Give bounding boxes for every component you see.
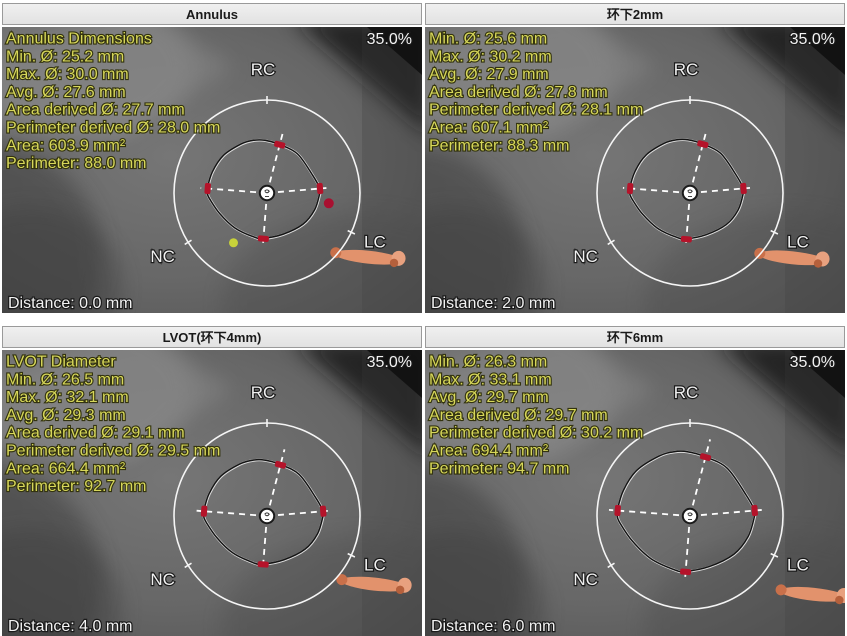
svg-text:Avg. Ø: 27.6 mm: Avg. Ø: 27.6 mm (6, 84, 126, 101)
svg-text:Distance: 6.0 mm: Distance: 6.0 mm (431, 618, 555, 635)
svg-text:Area derived Ø: 27.8 mm: Area derived Ø: 27.8 mm (429, 84, 608, 101)
svg-text:Perimeter derived Ø: 28.1 mm: Perimeter derived Ø: 28.1 mm (429, 102, 643, 119)
svg-text:Perimeter derived Ø: 30.2 mm: Perimeter derived Ø: 30.2 mm (429, 425, 643, 442)
svg-text:Max. Ø: 30.2 mm: Max. Ø: 30.2 mm (429, 48, 552, 65)
svg-text:Distance: 0.0 mm: Distance: 0.0 mm (8, 295, 132, 312)
svg-text:Avg. Ø: 29.3 mm: Avg. Ø: 29.3 mm (6, 407, 126, 424)
svg-text:LC: LC (364, 555, 386, 574)
svg-text:Area: 603.9 mm²: Area: 603.9 mm² (6, 137, 126, 154)
svg-text:35.0%: 35.0% (790, 31, 835, 48)
svg-text:NC: NC (150, 570, 175, 589)
svg-text:Area: 607.1 mm²: Area: 607.1 mm² (429, 120, 549, 137)
svg-text:Annulus Dimensions: Annulus Dimensions (6, 31, 152, 48)
svg-text:Avg. Ø: 27.9 mm: Avg. Ø: 27.9 mm (429, 66, 549, 83)
svg-text:Avg. Ø: 29.7 mm: Avg. Ø: 29.7 mm (429, 389, 549, 406)
svg-text:Area derived Ø: 29.7 mm: Area derived Ø: 29.7 mm (429, 407, 608, 424)
svg-text:RC: RC (674, 383, 699, 402)
svg-text:Min. Ø: 26.3 mm: Min. Ø: 26.3 mm (429, 354, 547, 371)
svg-text:Perimeter: 92.7 mm: Perimeter: 92.7 mm (6, 478, 146, 495)
svg-text:Min. Ø: 25.2 mm: Min. Ø: 25.2 mm (6, 48, 124, 65)
svg-text:Distance: 2.0 mm: Distance: 2.0 mm (431, 295, 555, 312)
svg-text:35.0%: 35.0% (367, 31, 412, 48)
svg-text:Perimeter: 94.7 mm: Perimeter: 94.7 mm (429, 460, 569, 477)
svg-text:Max. Ø: 33.1 mm: Max. Ø: 33.1 mm (429, 371, 552, 388)
svg-text:LVOT Diameter: LVOT Diameter (6, 354, 116, 371)
svg-text:35.0%: 35.0% (367, 354, 412, 371)
svg-text:RC: RC (251, 383, 276, 402)
svg-text:Perimeter: 88.0 mm: Perimeter: 88.0 mm (6, 155, 146, 172)
svg-text:Area derived Ø: 27.7 mm: Area derived Ø: 27.7 mm (6, 102, 185, 119)
svg-text:RC: RC (251, 60, 276, 79)
svg-text:Min. Ø: 26.5 mm: Min. Ø: 26.5 mm (6, 371, 124, 388)
svg-text:LC: LC (364, 232, 386, 251)
svg-text:35.0%: 35.0% (790, 354, 835, 371)
svg-text:Max. Ø: 32.1 mm: Max. Ø: 32.1 mm (6, 389, 129, 406)
svg-text:Perimeter derived Ø: 28.0 mm: Perimeter derived Ø: 28.0 mm (6, 120, 220, 137)
svg-text:NC: NC (150, 247, 175, 266)
svg-text:LC: LC (787, 232, 809, 251)
svg-text:Area: 694.4 mm²: Area: 694.4 mm² (429, 443, 549, 460)
svg-text:Max. Ø: 30.0 mm: Max. Ø: 30.0 mm (6, 66, 129, 83)
svg-text:Distance: 4.0 mm: Distance: 4.0 mm (8, 618, 132, 635)
svg-text:RC: RC (674, 60, 699, 79)
svg-text:Min. Ø: 25.6 mm: Min. Ø: 25.6 mm (429, 31, 547, 48)
svg-text:NC: NC (573, 570, 598, 589)
svg-text:NC: NC (573, 247, 598, 266)
svg-text:Perimeter derived Ø: 29.5 mm: Perimeter derived Ø: 29.5 mm (6, 443, 220, 460)
svg-text:LC: LC (787, 555, 809, 574)
svg-text:Area: 664.4 mm²: Area: 664.4 mm² (6, 460, 126, 477)
svg-text:Perimeter: 88.3 mm: Perimeter: 88.3 mm (429, 137, 569, 154)
svg-text:Area derived Ø: 29.1 mm: Area derived Ø: 29.1 mm (6, 425, 185, 442)
